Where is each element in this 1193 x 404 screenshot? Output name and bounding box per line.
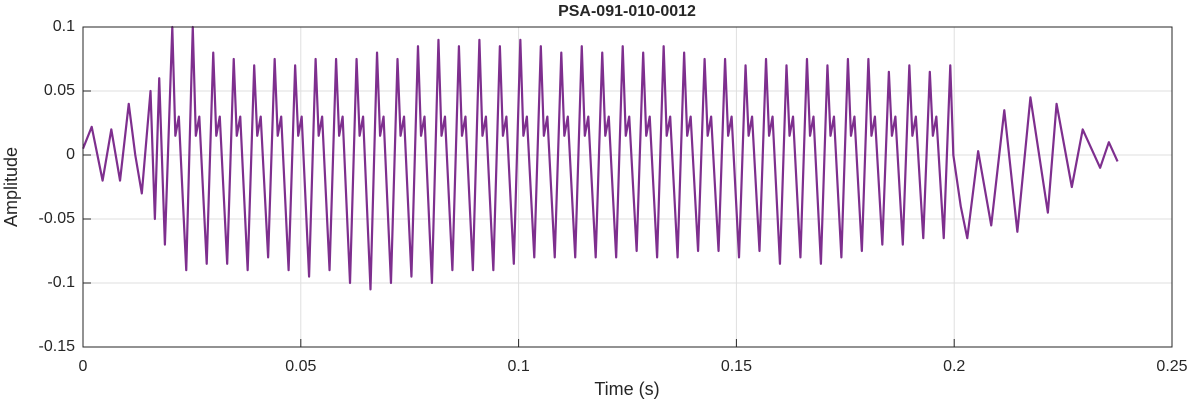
- y-tick-label: -0.05: [39, 210, 76, 227]
- y-tick-label: 0.1: [53, 18, 75, 35]
- x-tick-label: 0.1: [507, 358, 529, 375]
- y-tick-label: 0.05: [44, 82, 75, 99]
- x-tick-label: 0.05: [285, 358, 316, 375]
- x-tick-label: 0.25: [1156, 358, 1187, 375]
- y-axis-label: Amplitude: [1, 147, 21, 227]
- y-tick-label: -0.15: [39, 338, 76, 355]
- chart-title: PSA-091-010-0012: [558, 3, 696, 20]
- signal-line: [81, 25, 1119, 291]
- x-tick-label: 0: [79, 358, 88, 375]
- plot-area: [83, 27, 1172, 347]
- axes-box: [82, 26, 1173, 348]
- x-tick-label: 0.15: [721, 358, 752, 375]
- x-tick-label: 0.2: [943, 358, 965, 375]
- y-tick-label: -0.1: [47, 274, 75, 291]
- y-tick-label: 0: [66, 146, 75, 163]
- x-axis-label: Time (s): [594, 379, 659, 399]
